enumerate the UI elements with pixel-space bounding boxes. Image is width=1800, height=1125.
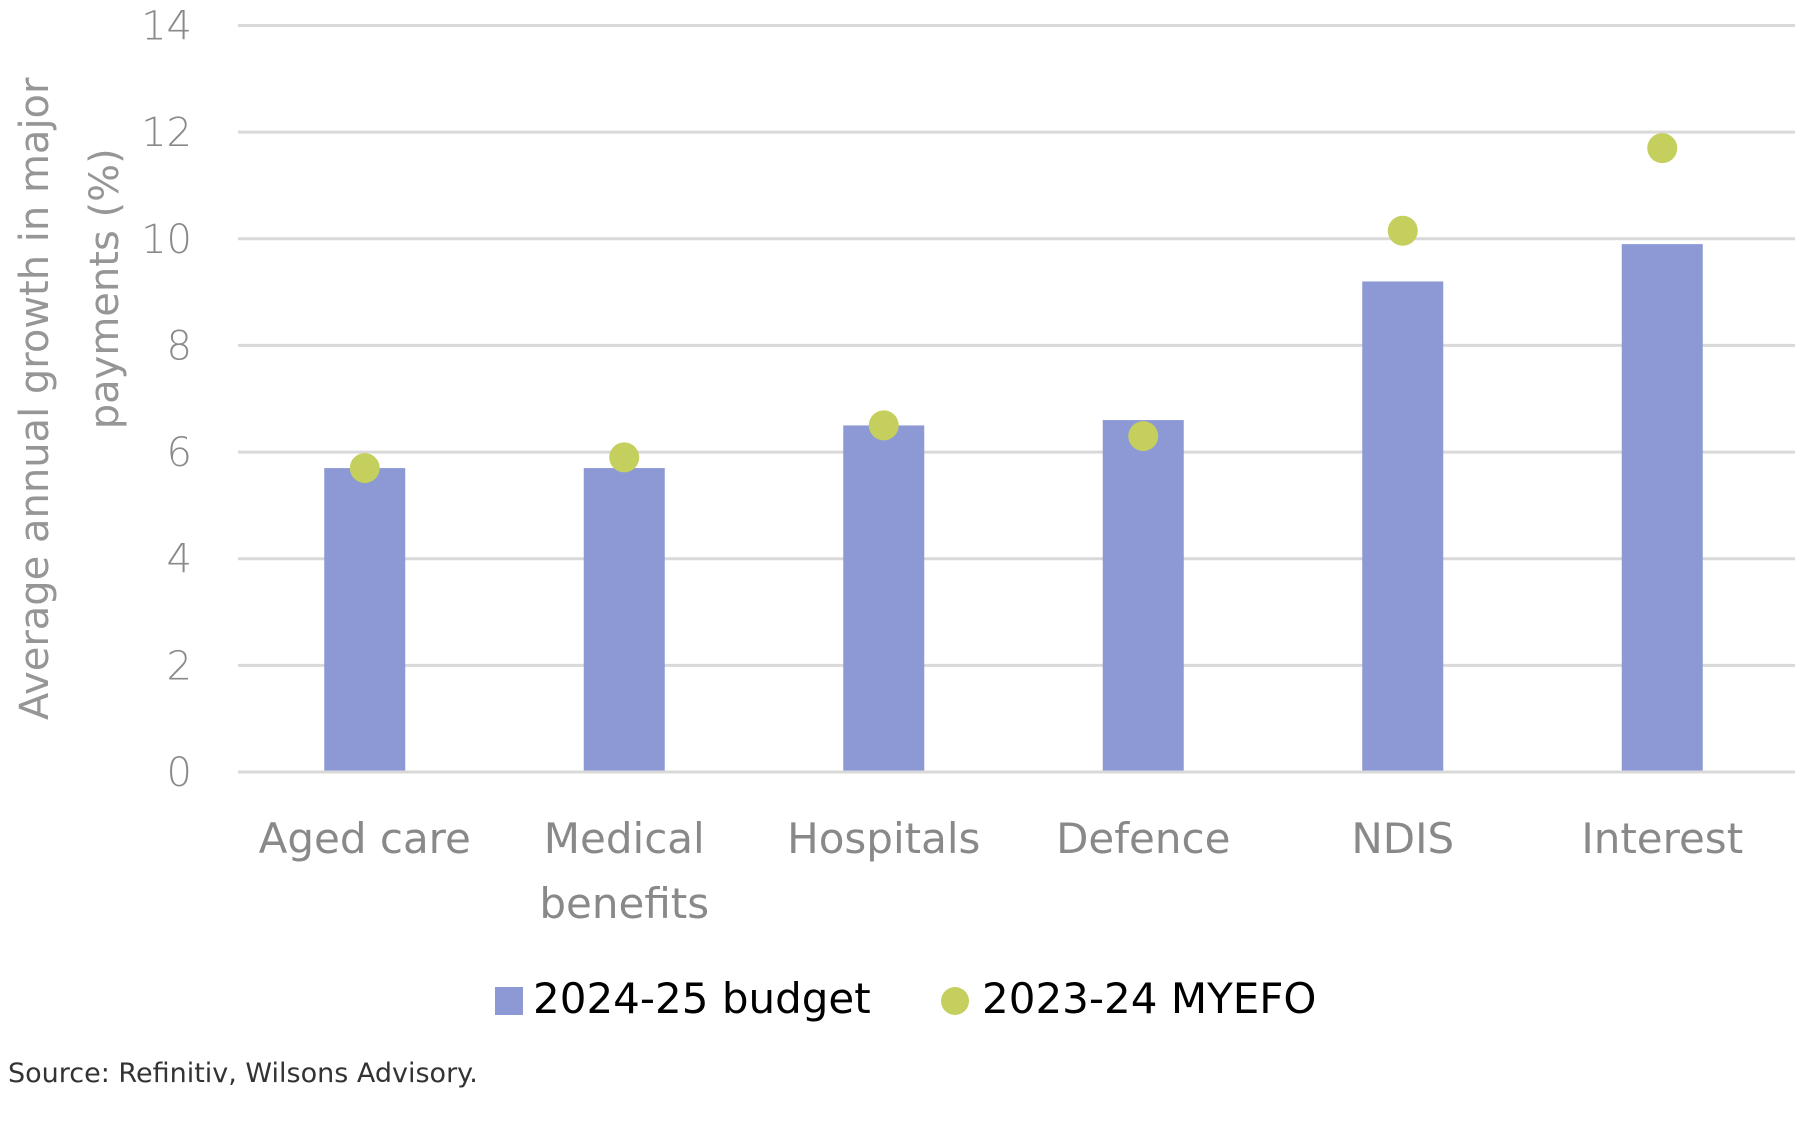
legend-swatch-budget [495,987,523,1015]
marker-defence [1128,421,1159,452]
markers-2023-24-myefo [349,133,1678,484]
bar-ndis [1362,281,1444,772]
y-tick-label: 8 [167,323,192,369]
y-tick-label: 14 [141,4,192,50]
y-tick-label: 2 [167,643,192,689]
legend-label-budget: 2024-25 budget [533,974,871,1023]
marker-medical-benefits [609,442,640,473]
bar-aged-care [324,468,406,772]
marker-hospitals [868,410,899,441]
y-axis-label: Average annual growth in major payments (… [12,77,128,720]
bar-interest [1621,244,1703,772]
x-category-label: Hospitals [787,814,980,863]
x-category-label: Interest [1581,814,1743,863]
x-category-label: Defence [1056,814,1230,863]
legend-label-myefo: 2023-24 MYEFO [982,974,1316,1023]
chart: 0 2 4 6 8 10 12 14 Average annual growth in maj… [12,4,1795,1023]
y-axis-ticks: 0 2 4 6 8 10 12 14 [141,4,192,797]
bar-medical-benefits [583,468,665,772]
legend: 2024-25 budget 2023-24 MYEFO [495,974,1316,1023]
marker-aged-care [349,453,380,484]
marker-interest [1647,133,1678,164]
x-category-label: Medical [544,814,705,863]
y-tick-label: 10 [141,217,192,263]
y-axis-label-line: Average annual growth in major [12,77,58,720]
y-tick-label: 6 [167,430,192,476]
x-category-label: Aged care [259,814,471,863]
bar-hospitals [843,425,925,772]
y-tick-label: 0 [167,750,192,796]
source-note: Source: Refinitiv, Wilsons Advisory. [8,1058,478,1089]
x-category-label: benefits [539,879,709,928]
gridlines [238,24,1795,774]
bars-2024-25-budget [238,244,1795,774]
legend-swatch-myefo [941,987,969,1015]
y-tick-label: 4 [167,537,192,583]
marker-ndis [1387,215,1418,246]
x-axis-categories: Aged care Medical benefits Hospitals Defence… [259,814,1744,928]
y-axis-label-line: payments (%) [82,148,128,429]
y-tick-label: 12 [141,110,192,156]
x-category-label: NDIS [1351,814,1454,863]
bar-defence [1102,420,1184,772]
